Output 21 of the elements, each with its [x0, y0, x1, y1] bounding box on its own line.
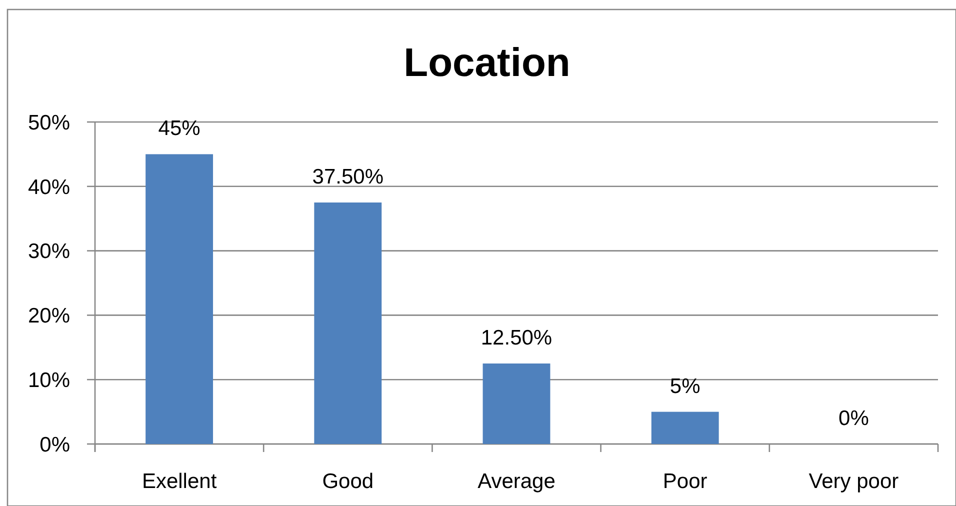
bar [146, 154, 214, 444]
y-tick-label: 40% [28, 176, 70, 199]
x-tick-label: Average [478, 470, 556, 493]
data-label: 5% [670, 374, 700, 398]
bar [482, 364, 550, 444]
x-tick-label: Good [322, 470, 374, 493]
x-tick-label: Very poor [808, 470, 899, 493]
data-label: 12.50% [480, 326, 552, 350]
chart-title: Location [404, 41, 570, 85]
data-label: 45% [158, 117, 200, 140]
x-tick-label: Exellent [142, 470, 217, 493]
x-tick-label: Poor [662, 470, 708, 493]
bar [314, 202, 382, 444]
y-tick-label: 20% [28, 304, 70, 328]
y-tick-label: 10% [28, 368, 70, 392]
y-tick-label: 50% [28, 111, 70, 134]
data-label: 37.50% [312, 166, 384, 188]
data-label: 0% [838, 407, 869, 430]
bar [651, 412, 719, 444]
y-tick-label: 0% [40, 433, 70, 456]
y-tick-label: 30% [28, 240, 70, 264]
